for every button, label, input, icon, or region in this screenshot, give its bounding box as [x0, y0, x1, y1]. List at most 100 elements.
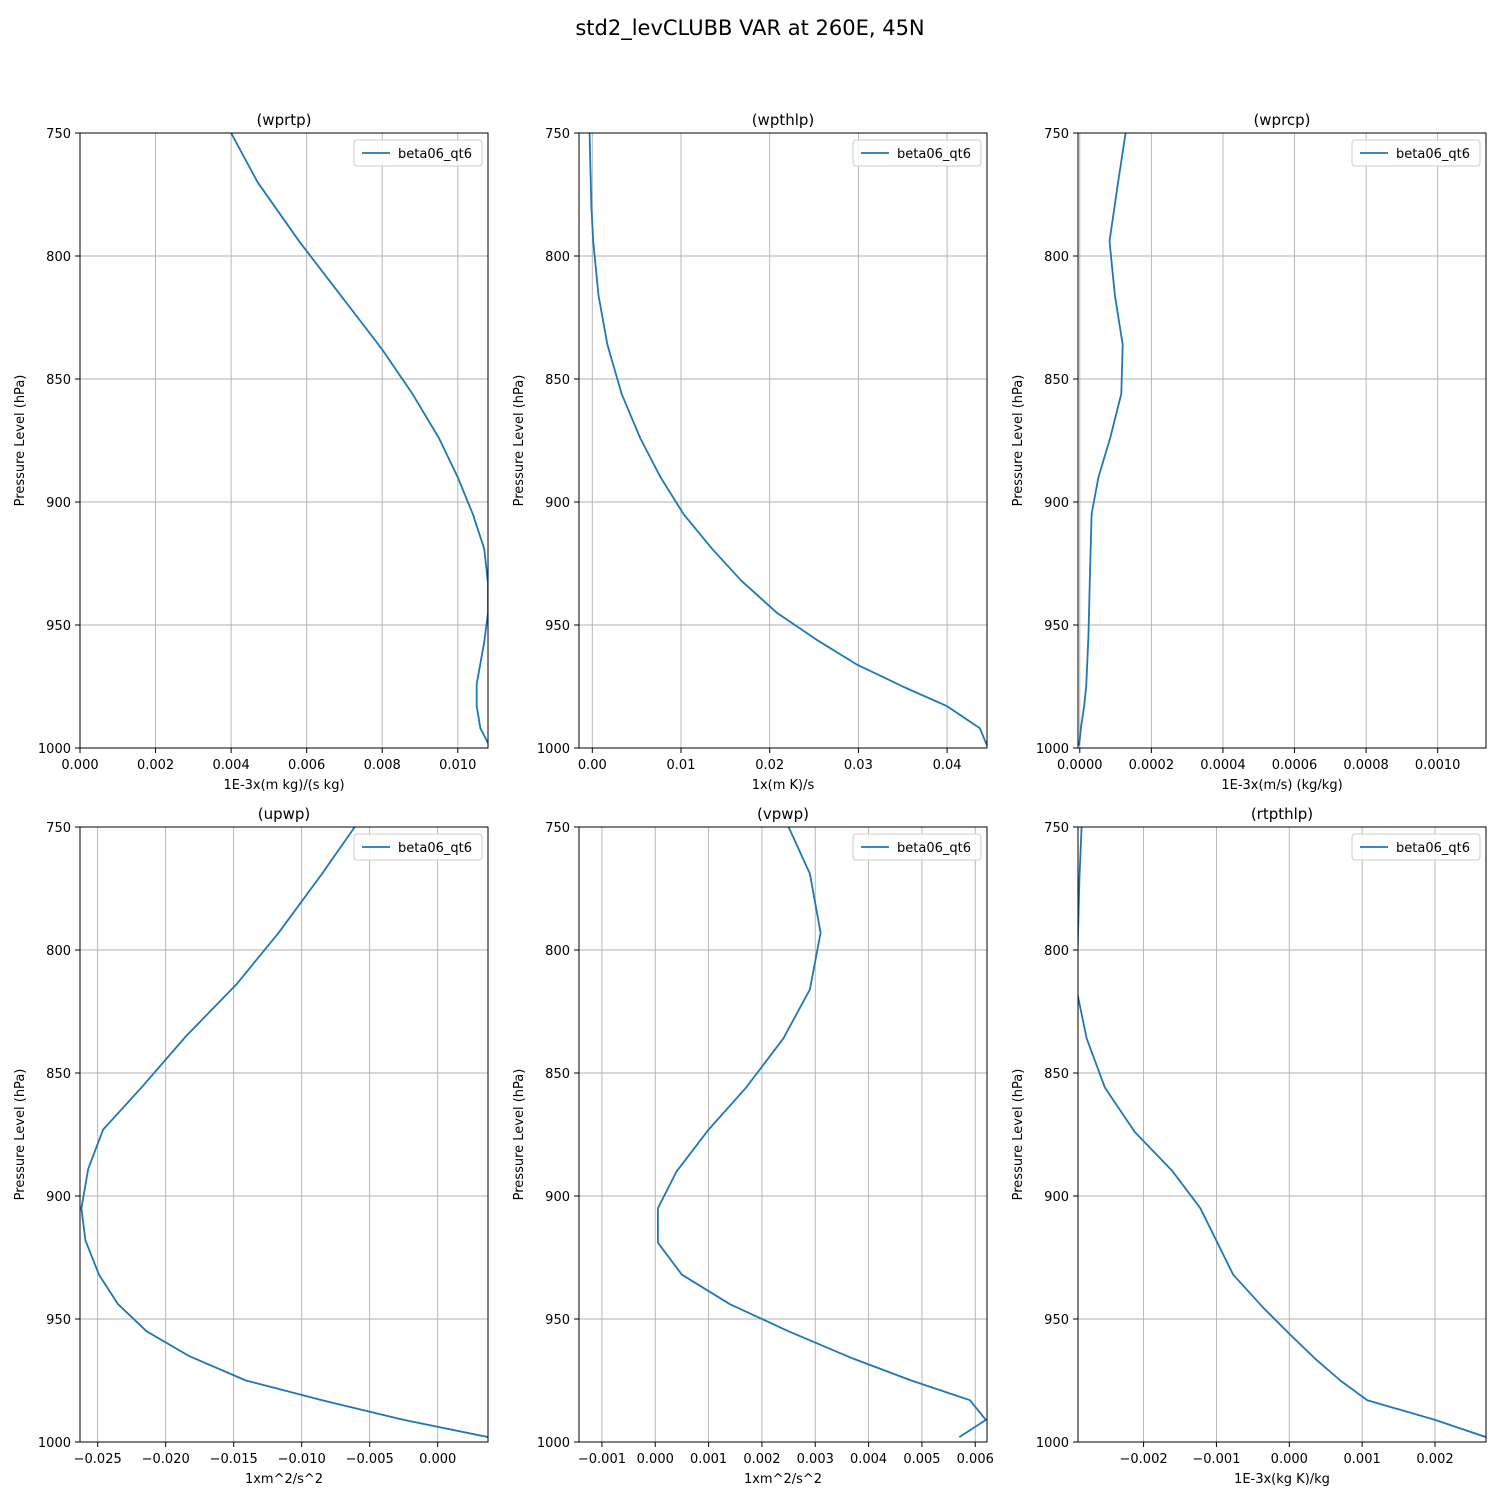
- y-axis-label: Pressure Level (hPa): [512, 375, 527, 507]
- axes-frame: [578, 132, 988, 749]
- y-tick-label: 950: [1044, 1313, 1069, 1328]
- x-tick-label: 0.005: [903, 1452, 940, 1467]
- chart-panel-1: 0.00 0.01 0.02 0.03 0.04 750 800 850 900 950 1000 (…: [512, 111, 988, 793]
- y-tick-label: 750: [46, 127, 71, 142]
- series-line-0: [80, 827, 488, 1438]
- y-tick-label: 900: [46, 1190, 71, 1205]
- legend-label: beta06_qt6: [1396, 147, 1470, 162]
- series-line-0: [1078, 133, 1127, 746]
- y-tick-label: 900: [1044, 496, 1069, 511]
- y-tick-label: 850: [1044, 1067, 1069, 1082]
- legend-label: beta06_qt6: [897, 147, 971, 162]
- legend-box: [1351, 139, 1481, 167]
- legend: beta06_qt6: [1351, 833, 1481, 861]
- x-tick-label: 0.000: [1271, 1452, 1308, 1467]
- x-tick-label: 0.003: [797, 1452, 834, 1467]
- legend-label: beta06_qt6: [897, 841, 971, 856]
- x-tick-label: 0.000: [419, 1452, 456, 1467]
- chart-panel-4: −0.001 0.000 0.001 0.002 0.003 0.004 0.005 0.00…: [512, 805, 994, 1487]
- legend-box: [1351, 833, 1481, 861]
- legend-box: [353, 139, 483, 167]
- legend-box: [353, 833, 483, 861]
- y-tick-label: 1000: [1036, 1436, 1069, 1451]
- chart-title: (rtpthlp): [1251, 805, 1313, 823]
- chart-title: (wpthlp): [752, 111, 815, 129]
- x-tick-label: −0.005: [346, 1452, 394, 1467]
- legend-box: [852, 833, 982, 861]
- legend: beta06_qt6: [852, 833, 982, 861]
- x-axis-label: 1E-3x(m/s) (kg/kg): [1221, 778, 1342, 793]
- y-tick-label: 850: [46, 373, 71, 388]
- x-tick-label: 0.002: [1416, 1452, 1453, 1467]
- y-tick-label: 750: [1044, 821, 1069, 836]
- x-tick-label: 0.03: [844, 758, 873, 773]
- y-axis-label: Pressure Level (hPa): [13, 375, 28, 507]
- x-tick-label: 0.002: [137, 758, 174, 773]
- y-tick-label: 950: [545, 619, 570, 634]
- x-tick-label: 0.000: [61, 758, 98, 773]
- y-tick-label: 1000: [38, 742, 71, 757]
- x-tick-label: −0.001: [1192, 1452, 1240, 1467]
- x-tick-label: 0.04: [933, 758, 962, 773]
- x-tick-label: −0.001: [578, 1452, 626, 1467]
- y-tick-label: 900: [1044, 1190, 1069, 1205]
- x-tick-label: 0.0006: [1272, 758, 1318, 773]
- y-axis-label: Pressure Level (hPa): [1011, 1069, 1026, 1201]
- x-tick-label: −0.015: [210, 1452, 258, 1467]
- x-tick-label: 0.004: [213, 758, 250, 773]
- y-tick-label: 900: [545, 1190, 570, 1205]
- legend: beta06_qt6: [353, 139, 483, 167]
- x-tick-label: 0.0002: [1129, 758, 1175, 773]
- x-tick-label: 0.01: [667, 758, 696, 773]
- x-tick-label: 0.004: [850, 1452, 887, 1467]
- x-tick-label: 0.006: [288, 758, 325, 773]
- y-tick-label: 800: [46, 944, 71, 959]
- series-line-0: [230, 133, 488, 744]
- x-tick-label: 0.000: [637, 1452, 674, 1467]
- y-axis-label: Pressure Level (hPa): [13, 1069, 28, 1201]
- legend-label: beta06_qt6: [398, 841, 472, 856]
- y-tick-label: 950: [545, 1313, 570, 1328]
- y-tick-label: 1000: [38, 1436, 71, 1451]
- x-axis-label: 1xm^2/s^2: [245, 1472, 323, 1487]
- y-tick-label: 900: [545, 496, 570, 511]
- x-tick-label: −0.020: [142, 1452, 190, 1467]
- x-tick-label: −0.010: [278, 1452, 326, 1467]
- chart-panel-2: 0.0000 0.0002 0.0004 0.0006 0.0008 0.0010 750 8…: [1011, 111, 1487, 793]
- y-tick-label: 800: [545, 944, 570, 959]
- x-tick-label: 0.006: [957, 1452, 994, 1467]
- legend-label: beta06_qt6: [398, 147, 472, 162]
- y-tick-label: 850: [46, 1067, 71, 1082]
- axes-frame: [1077, 826, 1487, 1443]
- y-axis-label: Pressure Level (hPa): [1011, 375, 1026, 507]
- y-tick-label: 800: [545, 250, 570, 265]
- y-tick-label: 1000: [1036, 742, 1069, 757]
- chart-panel-3: −0.025 −0.020 −0.015 −0.010 −0.005 0.000 750 80…: [13, 805, 489, 1487]
- chart-title: (wprcp): [1253, 111, 1310, 129]
- legend: beta06_qt6: [353, 833, 483, 861]
- x-tick-label: 0.0010: [1415, 758, 1461, 773]
- legend-label: beta06_qt6: [1396, 841, 1470, 856]
- series-line-0: [1078, 827, 1486, 1438]
- x-tick-label: 0.001: [1344, 1452, 1381, 1467]
- legend: beta06_qt6: [852, 139, 982, 167]
- x-tick-label: 0.002: [743, 1452, 780, 1467]
- x-tick-label: 0.0008: [1343, 758, 1389, 773]
- x-tick-label: 0.0000: [1057, 758, 1103, 773]
- x-axis-label: 1x(m K)/s: [752, 778, 815, 793]
- legend-box: [852, 139, 982, 167]
- axes-frame: [79, 826, 489, 1443]
- x-tick-label: 0.001: [690, 1452, 727, 1467]
- y-tick-label: 750: [545, 821, 570, 836]
- x-tick-label: 0.008: [364, 758, 401, 773]
- chart-title: (upwp): [258, 805, 311, 823]
- chart-panel-0: 0.000 0.002 0.004 0.006 0.008 0.010 750 800 850 9…: [13, 111, 489, 793]
- series-line-0: [588, 133, 987, 746]
- x-axis-label: 1xm^2/s^2: [744, 1472, 822, 1487]
- y-tick-label: 950: [46, 1313, 71, 1328]
- y-tick-label: 800: [1044, 250, 1069, 265]
- y-tick-label: 750: [545, 127, 570, 142]
- y-tick-label: 850: [545, 1067, 570, 1082]
